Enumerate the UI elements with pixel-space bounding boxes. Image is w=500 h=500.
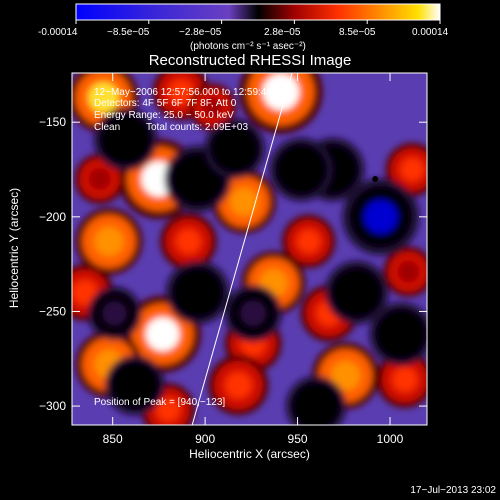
source-blob-core xyxy=(392,367,418,393)
y-tick-label: −250 xyxy=(39,304,66,318)
source-blob-core xyxy=(230,187,258,216)
source-blob-core xyxy=(111,125,140,154)
detectors-label: Detectors: 4F 5F 6F 7F 8F, Att 0 xyxy=(94,98,237,109)
source-blob-core xyxy=(221,135,248,162)
time-range-label: 12−May−2006 12:57:56.000 to 12:59:44.000 xyxy=(94,87,292,98)
source-blob-core xyxy=(397,260,420,283)
solar-limb-line xyxy=(191,73,293,425)
y-axis-label: Heliocentric Y (arcsec) xyxy=(7,187,21,309)
y-tick-label: −200 xyxy=(39,210,66,224)
source-blob-core xyxy=(262,73,300,111)
source-blob-core xyxy=(145,317,180,352)
colorbar-tick-label: −8.5e−05 xyxy=(107,27,150,38)
source-blob-core xyxy=(400,157,424,182)
source-blob-core xyxy=(302,392,330,420)
x-tick-label: 850 xyxy=(103,432,123,446)
source-blob-core xyxy=(88,167,111,191)
colorbar-tick-label: 0.00014 xyxy=(412,27,449,38)
energy-range-label: Energy Range: 25.0 − 50.0 keV xyxy=(94,110,234,121)
minimum-marker xyxy=(372,175,379,182)
source-blob-core xyxy=(183,278,212,307)
source-blob-core xyxy=(387,320,416,349)
source-blob-core xyxy=(240,300,266,326)
source-blob-core xyxy=(296,229,321,254)
plot-frame xyxy=(71,72,428,426)
y-tick-label: −300 xyxy=(39,399,66,413)
source-blob-core xyxy=(168,79,194,105)
source-blob-core xyxy=(156,398,180,422)
colorbar-gradient xyxy=(75,3,441,21)
source-blob-core xyxy=(94,226,124,257)
x-axis-label: Heliocentric X (arcsec) xyxy=(189,447,310,461)
colorbar: -0.00014 −8.5e−05 −2.8e−05 2.8e−05 8.5e−… xyxy=(38,3,449,52)
source-blob-core xyxy=(202,96,223,118)
total-counts-label: Total counts: 2.09E+03 xyxy=(146,122,249,133)
chart-title: Reconstructed RHESSI Image xyxy=(148,52,352,69)
colorbar-tick-label: -0.00014 xyxy=(38,27,78,38)
y-tick-label: −150 xyxy=(39,115,66,129)
colorbar-units-label: (photons cm⁻² s⁻¹ asec⁻²) xyxy=(190,41,306,52)
timestamp: 17−Jul−2013 23:02 xyxy=(410,485,496,496)
source-blob-core xyxy=(330,361,361,391)
colorbar-tick-label: −2.8e−05 xyxy=(179,27,222,38)
colorbar-tick-label: 2.8e−05 xyxy=(264,27,301,38)
source-blob-core xyxy=(102,301,127,326)
x-tick-label: 950 xyxy=(288,432,308,446)
source-blob-core xyxy=(175,228,201,254)
source-blob-core xyxy=(88,82,119,114)
source-blob-core xyxy=(363,199,398,234)
x-tick-label: 1000 xyxy=(377,432,404,446)
source-blob-core xyxy=(225,372,252,399)
source-blob-core xyxy=(342,278,371,307)
source-blob-core xyxy=(72,280,98,306)
source-blob-core xyxy=(183,164,213,194)
source-blob-core xyxy=(121,372,149,399)
x-tick-label: 900 xyxy=(195,432,215,446)
clean-label: Clean xyxy=(94,122,121,133)
source-blob-core xyxy=(287,155,316,184)
peak-position-label: Position of Peak = [940,−123] xyxy=(94,397,226,408)
colorbar-tick-label: 8.5e−05 xyxy=(339,27,376,38)
